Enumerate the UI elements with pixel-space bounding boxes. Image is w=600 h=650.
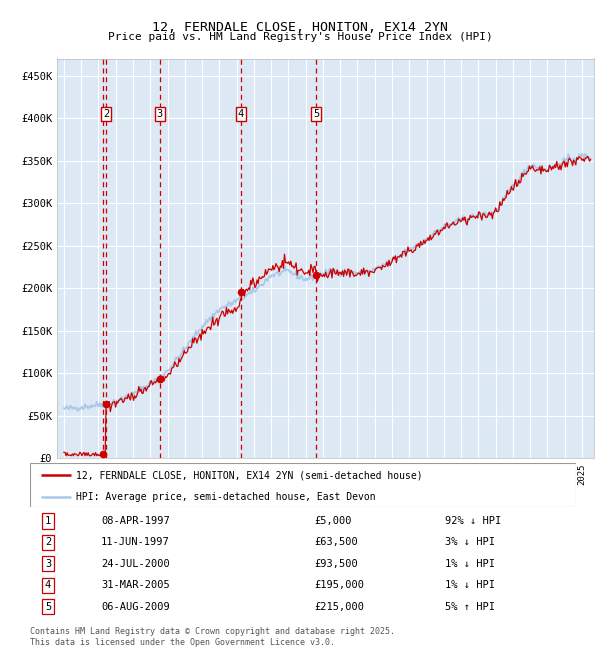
Text: 3% ↓ HPI: 3% ↓ HPI	[445, 538, 495, 547]
Text: 24-JUL-2000: 24-JUL-2000	[101, 559, 170, 569]
Text: 3: 3	[45, 559, 51, 569]
Text: Contains HM Land Registry data © Crown copyright and database right 2025.
This d: Contains HM Land Registry data © Crown c…	[30, 627, 395, 647]
Text: 2: 2	[45, 538, 51, 547]
Text: 1% ↓ HPI: 1% ↓ HPI	[445, 580, 495, 590]
Text: 08-APR-1997: 08-APR-1997	[101, 516, 170, 526]
Text: £63,500: £63,500	[314, 538, 358, 547]
Text: 2: 2	[103, 109, 109, 119]
Text: £93,500: £93,500	[314, 559, 358, 569]
Text: £5,000: £5,000	[314, 516, 352, 526]
Text: Price paid vs. HM Land Registry's House Price Index (HPI): Price paid vs. HM Land Registry's House …	[107, 32, 493, 42]
Text: 12, FERNDALE CLOSE, HONITON, EX14 2YN: 12, FERNDALE CLOSE, HONITON, EX14 2YN	[152, 21, 448, 34]
Text: 3: 3	[157, 109, 163, 119]
Text: 1: 1	[45, 516, 51, 526]
Text: £195,000: £195,000	[314, 580, 364, 590]
Text: 4: 4	[45, 580, 51, 590]
Text: 31-MAR-2005: 31-MAR-2005	[101, 580, 170, 590]
Text: £215,000: £215,000	[314, 602, 364, 612]
Text: 1% ↓ HPI: 1% ↓ HPI	[445, 559, 495, 569]
Text: 5% ↑ HPI: 5% ↑ HPI	[445, 602, 495, 612]
Text: 5: 5	[313, 109, 319, 119]
Text: 5: 5	[45, 602, 51, 612]
Text: HPI: Average price, semi-detached house, East Devon: HPI: Average price, semi-detached house,…	[76, 492, 376, 502]
Text: 4: 4	[238, 109, 244, 119]
Text: 12, FERNDALE CLOSE, HONITON, EX14 2YN (semi-detached house): 12, FERNDALE CLOSE, HONITON, EX14 2YN (s…	[76, 470, 423, 480]
Text: 06-AUG-2009: 06-AUG-2009	[101, 602, 170, 612]
Text: 11-JUN-1997: 11-JUN-1997	[101, 538, 170, 547]
Text: 92% ↓ HPI: 92% ↓ HPI	[445, 516, 501, 526]
